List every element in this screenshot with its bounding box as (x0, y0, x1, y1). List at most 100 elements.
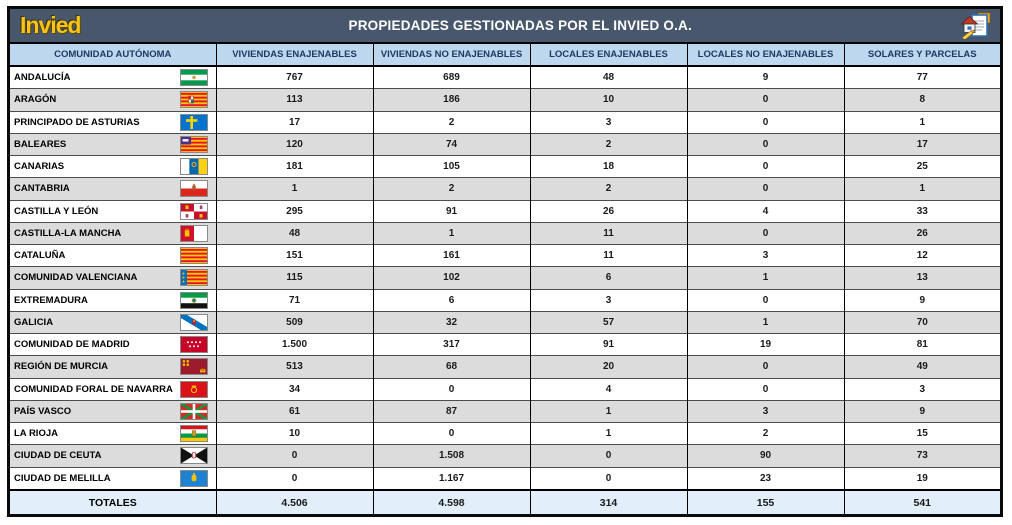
flag-navarra-icon (179, 380, 208, 398)
flag-extremadura-icon (179, 291, 208, 309)
value-cell: 0 (215, 444, 373, 468)
value-cell: 0 (686, 355, 844, 379)
value-cell: 11 (529, 244, 687, 267)
region-name: PAÍS VASCO (14, 405, 72, 417)
region-name-cell: ANDALUCÍA (10, 65, 216, 89)
value-cell: 1.508 (372, 444, 530, 468)
value-cell: 113 (215, 88, 373, 112)
region-name: ANDALUCÍA (14, 72, 71, 84)
region-name-cell: REGIÓN DE MURCIA (10, 355, 216, 379)
value-cell: 11 (529, 221, 687, 245)
flag-andalucia-icon (179, 69, 208, 87)
flag-aragon-icon (179, 91, 208, 109)
table-row: CASTILLA Y LEÓN 295 91 26 4 33 (10, 199, 1000, 223)
invied-logo: Invied (20, 12, 81, 38)
table-row: LA RIOJA 10 0 1 2 15 (10, 422, 1000, 445)
flag-ceuta-icon (179, 447, 208, 465)
properties-table: COMUNIDAD AUTÓNOMA VIVIENDAS ENAJENABLES V… (10, 44, 1000, 514)
region-name-cell: PAÍS VASCO (10, 399, 216, 423)
table-row: CANARIAS 181 105 18 0 25 (10, 155, 1000, 178)
region-name-cell: CIUDAD DE CEUTA (10, 444, 216, 468)
region-name-cell: CATALUÑA (10, 244, 216, 267)
value-cell: 20 (529, 355, 687, 379)
value-cell: 19 (843, 466, 1000, 490)
region-name-cell: CIUDAD DE MELILLA (10, 466, 216, 490)
table-row: CANTABRIA 1 2 2 0 1 (10, 177, 1000, 201)
flag-canarias-icon (179, 158, 208, 176)
value-cell: 6 (372, 288, 530, 312)
region-name: CIUDAD DE MELILLA (14, 472, 111, 484)
value-cell: 61 (215, 399, 373, 423)
value-cell: 87 (372, 399, 530, 423)
value-cell: 689 (372, 65, 530, 89)
value-cell: 90 (686, 444, 844, 468)
value-cell: 91 (372, 199, 530, 223)
totals-value-cell: 4.506 (215, 489, 373, 514)
table-row: GALICIA 509 32 57 1 70 (10, 310, 1000, 334)
region-name: CANTABRIA (14, 183, 70, 195)
region-name: LA RIOJA (14, 428, 58, 440)
table-row: CIUDAD DE MELILLA 0 1.167 0 23 19 (10, 466, 1000, 490)
value-cell: 2 (529, 132, 687, 156)
table-row: CATALUÑA 151 161 11 3 12 (10, 244, 1000, 267)
table-row: COMUNIDAD DE MADRID 1.500 317 91 19 81 (10, 333, 1000, 356)
value-cell: 73 (843, 444, 1000, 468)
region-name-cell: EXTREMADURA (10, 288, 216, 312)
table-row: CASTILLA-LA MANCHA 48 1 11 0 26 (10, 221, 1000, 245)
table-row: COMUNIDAD FORAL DE NAVARRA 34 0 4 0 3 (10, 377, 1000, 401)
value-cell: 10 (529, 88, 687, 112)
region-name-cell: PRINCIPADO DE ASTURIAS (10, 110, 216, 134)
value-cell: 0 (215, 466, 373, 490)
value-cell: 34 (215, 377, 373, 401)
value-cell: 767 (215, 65, 373, 89)
totals-value-cell: 541 (843, 489, 1000, 514)
value-cell: 0 (372, 422, 530, 445)
region-name: BALEARES (14, 138, 67, 150)
value-cell: 0 (686, 177, 844, 201)
region-name: REGIÓN DE MURCIA (14, 361, 108, 373)
value-cell: 70 (843, 310, 1000, 334)
totals-value-cell: 4.598 (372, 489, 530, 514)
value-cell: 1.500 (215, 333, 373, 356)
column-header-1: VIVIENDAS ENAJENABLES (215, 44, 373, 67)
value-cell: 26 (843, 221, 1000, 245)
value-cell: 1 (372, 221, 530, 245)
report-frame: Invied PROPIEDADES GESTIONADAS POR EL IN… (7, 6, 1003, 517)
region-name: COMUNIDAD DE MADRID (14, 339, 130, 351)
region-name: PRINCIPADO DE ASTURIAS (14, 116, 140, 128)
value-cell: 120 (215, 132, 373, 156)
value-cell: 0 (686, 88, 844, 112)
region-name-cell: COMUNIDAD DE MADRID (10, 333, 216, 356)
flag-baleares-icon (179, 135, 208, 153)
value-cell: 15 (843, 422, 1000, 445)
value-cell: 102 (372, 266, 530, 290)
page-title: PROPIEDADES GESTIONADAS POR EL INVIED O.… (348, 18, 692, 33)
region-name-cell: COMUNIDAD VALENCIANA (10, 266, 216, 290)
totals-value-cell: 314 (529, 489, 687, 514)
title-bar: Invied PROPIEDADES GESTIONADAS POR EL IN… (10, 9, 1000, 44)
value-cell: 2 (529, 177, 687, 201)
value-cell: 0 (686, 221, 844, 245)
table-row: PRINCIPADO DE ASTURIAS 17 2 3 0 1 (10, 110, 1000, 134)
value-cell: 23 (686, 466, 844, 490)
value-cell: 1 (215, 177, 373, 201)
value-cell: 0 (686, 288, 844, 312)
region-name: COMUNIDAD FORAL DE NAVARRA (14, 383, 173, 395)
totals-row: TOTALES 4.506 4.598 314 155 541 (10, 489, 1000, 514)
value-cell: 26 (529, 199, 687, 223)
value-cell: 9 (686, 65, 844, 89)
region-name: CATALUÑA (14, 250, 66, 262)
region-name-cell: BALEARES (10, 132, 216, 156)
table-row: ARAGÓN 113 186 10 0 8 (10, 88, 1000, 112)
value-cell: 18 (529, 155, 687, 178)
table-row: COMUNIDAD VALENCIANA 115 102 6 1 13 (10, 266, 1000, 290)
flag-cataluna-icon (179, 247, 208, 265)
table-row: BALEARES 120 74 2 0 17 (10, 132, 1000, 156)
region-name: COMUNIDAD VALENCIANA (14, 272, 138, 284)
value-cell: 25 (843, 155, 1000, 178)
value-cell: 77 (843, 65, 1000, 89)
region-name: CASTILLA Y LEÓN (14, 205, 99, 217)
value-cell: 1 (843, 110, 1000, 134)
value-cell: 48 (529, 65, 687, 89)
value-cell: 317 (372, 333, 530, 356)
